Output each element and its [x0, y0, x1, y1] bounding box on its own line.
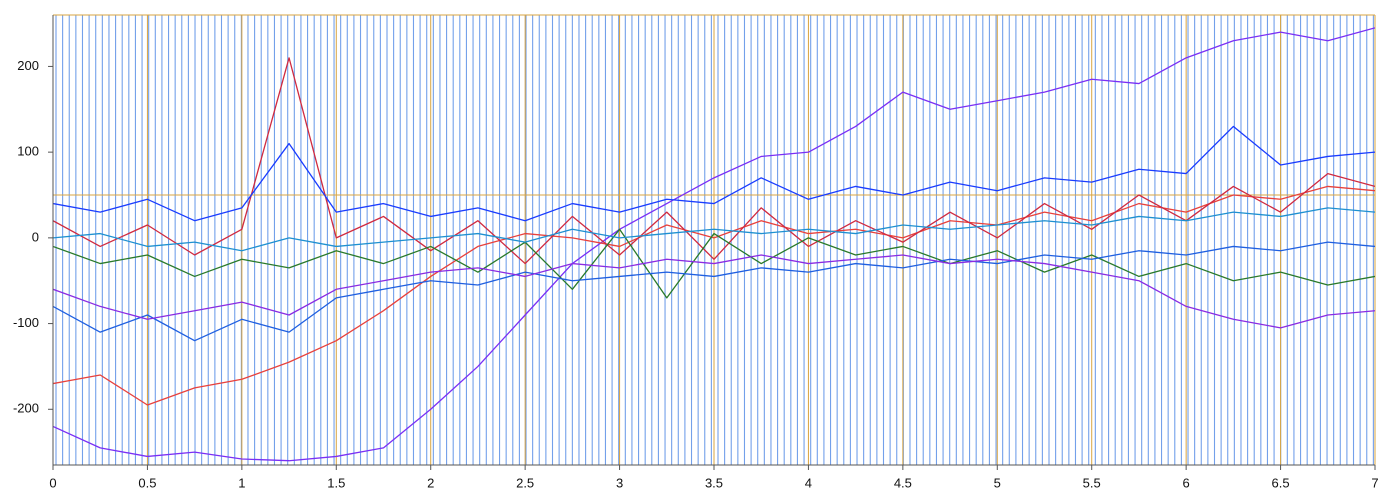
x-tick-label: 0.5 [138, 475, 156, 490]
x-tick-label: 3 [616, 475, 623, 490]
traces [53, 27, 1375, 462]
trace [53, 27, 1375, 462]
y-tick-label: -100 [13, 315, 39, 330]
trace [53, 228, 1375, 299]
x-tick-label: 1 [238, 475, 245, 490]
event-markers [55, 15, 1374, 465]
x-tick-label: 5.5 [1083, 475, 1101, 490]
y-tick-label: -200 [13, 401, 39, 416]
x-tick-label: 4 [805, 475, 812, 490]
grid [52, 14, 1376, 465]
axes: 0 0.5 1 1.5 2 2.5 3 3.5 4 4.5 5 5.5 6 6.5 7 -200 -100 0 10… [13, 15, 1379, 490]
y-tick-label: 0 [32, 229, 39, 244]
x-tick-label: 5 [994, 475, 1001, 490]
x-tick-label: 6.5 [1272, 475, 1290, 490]
trace [53, 125, 1375, 222]
x-tick-label: 2.5 [516, 475, 534, 490]
x-tick-label: 1.5 [327, 475, 345, 490]
trace [53, 57, 1375, 265]
trace [53, 241, 1375, 342]
y-tick-label: 100 [17, 144, 39, 159]
x-tick-label: 0 [49, 475, 56, 490]
x-tick-label: 4.5 [894, 475, 912, 490]
x-tick-label: 3.5 [705, 475, 723, 490]
trace [53, 207, 1375, 252]
x-tick-label: 2 [427, 475, 434, 490]
x-tick-label: 7 [1371, 475, 1378, 490]
trace [53, 254, 1375, 329]
y-tick-label: 200 [17, 58, 39, 73]
x-tick-label: 6 [1183, 475, 1190, 490]
trace [53, 185, 1375, 406]
